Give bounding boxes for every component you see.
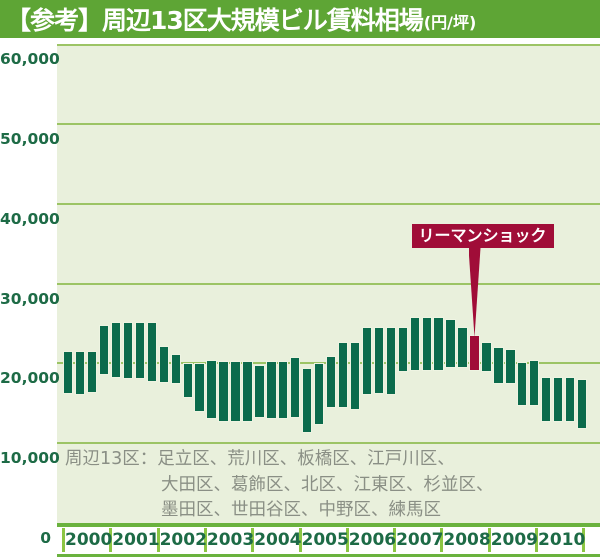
rent-range-bar-2007Q4: [433, 317, 444, 371]
rent-range-bar-2010Q2: [552, 377, 564, 422]
rent-range-bar-2002Q1: [158, 345, 169, 384]
year-label-2003: 2003: [206, 530, 255, 550]
x-axis-tick: [251, 528, 255, 552]
rent-range-bar-2002Q4: [194, 363, 205, 413]
chart-unit-label: (円/坪): [423, 13, 477, 32]
x-axis-tick: [203, 528, 207, 552]
rent-range-bar-2003Q4: [242, 360, 253, 422]
rent-range-bar-2006Q1: [349, 341, 361, 410]
year-label-2001: 2001: [112, 530, 160, 550]
y-axis-label: 50,000: [0, 129, 60, 148]
rent-range-bar-2010Q4: [576, 378, 588, 429]
gridline: [57, 44, 600, 46]
bottom-border-line: [57, 554, 600, 557]
footnote-line-3: 墨田区、世田谷区、中野区、練馬区: [161, 500, 441, 520]
rent-range-bar-2004Q2: [266, 360, 277, 420]
y-axis-label: 20,000: [0, 369, 60, 388]
footnote-ward-list: 周辺13区：足立区、荒川区、板橋区、江戸川区、 大田区、葛飾区、北区、江東区、杉…: [65, 447, 494, 524]
footnote-line-2: 大田区、葛飾区、北区、江東区、杉並区、: [161, 474, 494, 495]
gridline: [57, 202, 600, 205]
year-label-2002: 2002: [159, 530, 207, 550]
x-axis-tick: [109, 528, 113, 552]
rent-range-bar-2010Q1: [541, 377, 552, 422]
year-label-2009: 2009: [490, 530, 539, 550]
x-axis-tick: [393, 528, 397, 552]
x-axis-tick: [582, 528, 586, 552]
y-axis-label: 10,000: [0, 449, 60, 468]
rent-range-bar-2009Q2: [505, 348, 516, 384]
x-axis-tick: [345, 528, 349, 552]
rent-range-bar-2007Q2: [409, 317, 420, 371]
gridline: [57, 282, 600, 285]
x-axis-tick: [62, 528, 65, 552]
year-label-2006: 2006: [348, 530, 397, 550]
x-axis-line: [57, 523, 600, 527]
rent-range-bar-2005Q3: [325, 356, 337, 409]
footnote-line-1: 周辺13区：足立区、荒川区、板橋区、江戸川区、: [65, 449, 455, 469]
year-label-2000: 2000: [65, 530, 113, 550]
rent-range-bar-2005Q1: [302, 368, 313, 433]
gridline: [57, 122, 600, 125]
rent-range-bar-2004Q1: [254, 364, 265, 418]
rent-range-bar-2002Q2: [170, 353, 181, 385]
rent-range-bar-2007Q3: [421, 317, 432, 371]
rent-range-bar-2000Q1: [63, 351, 74, 395]
rent-range-bar-2008Q2: [457, 326, 468, 369]
lehman-shock-bar-2008Q3: [469, 335, 480, 371]
y-axis-label: 0: [40, 529, 51, 547]
rent-range-bar-2006Q4: [385, 326, 397, 396]
rent-range-bar-2004Q4: [290, 356, 301, 418]
year-label-2007: 2007: [396, 530, 444, 550]
rent-range-bar-2004Q3: [278, 360, 289, 420]
rent-range-bar-2002Q3: [182, 362, 193, 398]
rent-range-bar-2001Q1: [110, 321, 122, 378]
rent-range-bar-2008Q4: [481, 341, 492, 373]
rent-range-bar-2003Q3: [230, 360, 241, 422]
rent-range-bar-2003Q2: [218, 360, 229, 422]
rent-range-bar-2009Q3: [517, 361, 528, 407]
x-axis-tick: [298, 528, 302, 552]
plot-area: [57, 44, 600, 523]
rent-range-bar-2007Q1: [397, 326, 408, 373]
rent-range-bar-2000Q2: [74, 351, 86, 396]
rent-range-bar-2008Q1: [445, 318, 456, 369]
y-axis-label: 40,000: [0, 209, 60, 228]
year-label-2008: 2008: [443, 530, 491, 550]
title-bar: 【参考】周辺13区大規模ビル賃料相場 (円/坪): [0, 0, 600, 38]
rent-range-bar-2003Q1: [206, 360, 217, 420]
year-label-2005: 2005: [301, 530, 349, 550]
rent-range-bar-2006Q2: [361, 326, 373, 396]
y-axis-label: 60,000: [0, 50, 60, 68]
rent-range-bar-2009Q1: [493, 347, 504, 384]
rent-range-bar-2006Q3: [373, 326, 385, 394]
rent-range-bar-2010Q3: [564, 377, 576, 422]
chart-title: 【参考】周辺13区大規模ビル賃料相場: [6, 6, 424, 35]
y-axis-label: 30,000: [0, 289, 60, 308]
year-label-2004: 2004: [254, 530, 302, 550]
rent-range-bar-2009Q4: [529, 360, 540, 406]
x-axis-tick: [487, 528, 491, 552]
rent-range-bar-2000Q3: [86, 350, 98, 393]
x-axis-tick: [440, 528, 444, 552]
rent-range-bar-2001Q3: [134, 321, 146, 380]
x-axis-tick: [535, 528, 538, 552]
x-axis-year-labels: 2000 2001 2002 2003 2004 2005 2006 2007 2008 2009…: [57, 527, 600, 554]
rent-range-bar-2001Q4: [146, 321, 158, 383]
rent-range-bar-2000Q4: [98, 325, 110, 376]
rent-range-bar-2005Q4: [337, 341, 349, 409]
lehman-shock-callout: リーマンショック: [411, 224, 554, 248]
rent-range-bar-2005Q2: [313, 363, 325, 425]
rent-range-bar-2001Q2: [122, 321, 134, 380]
year-label-2010: 2010: [538, 530, 586, 550]
gridline: [57, 442, 600, 445]
x-axis-tick: [156, 528, 160, 552]
